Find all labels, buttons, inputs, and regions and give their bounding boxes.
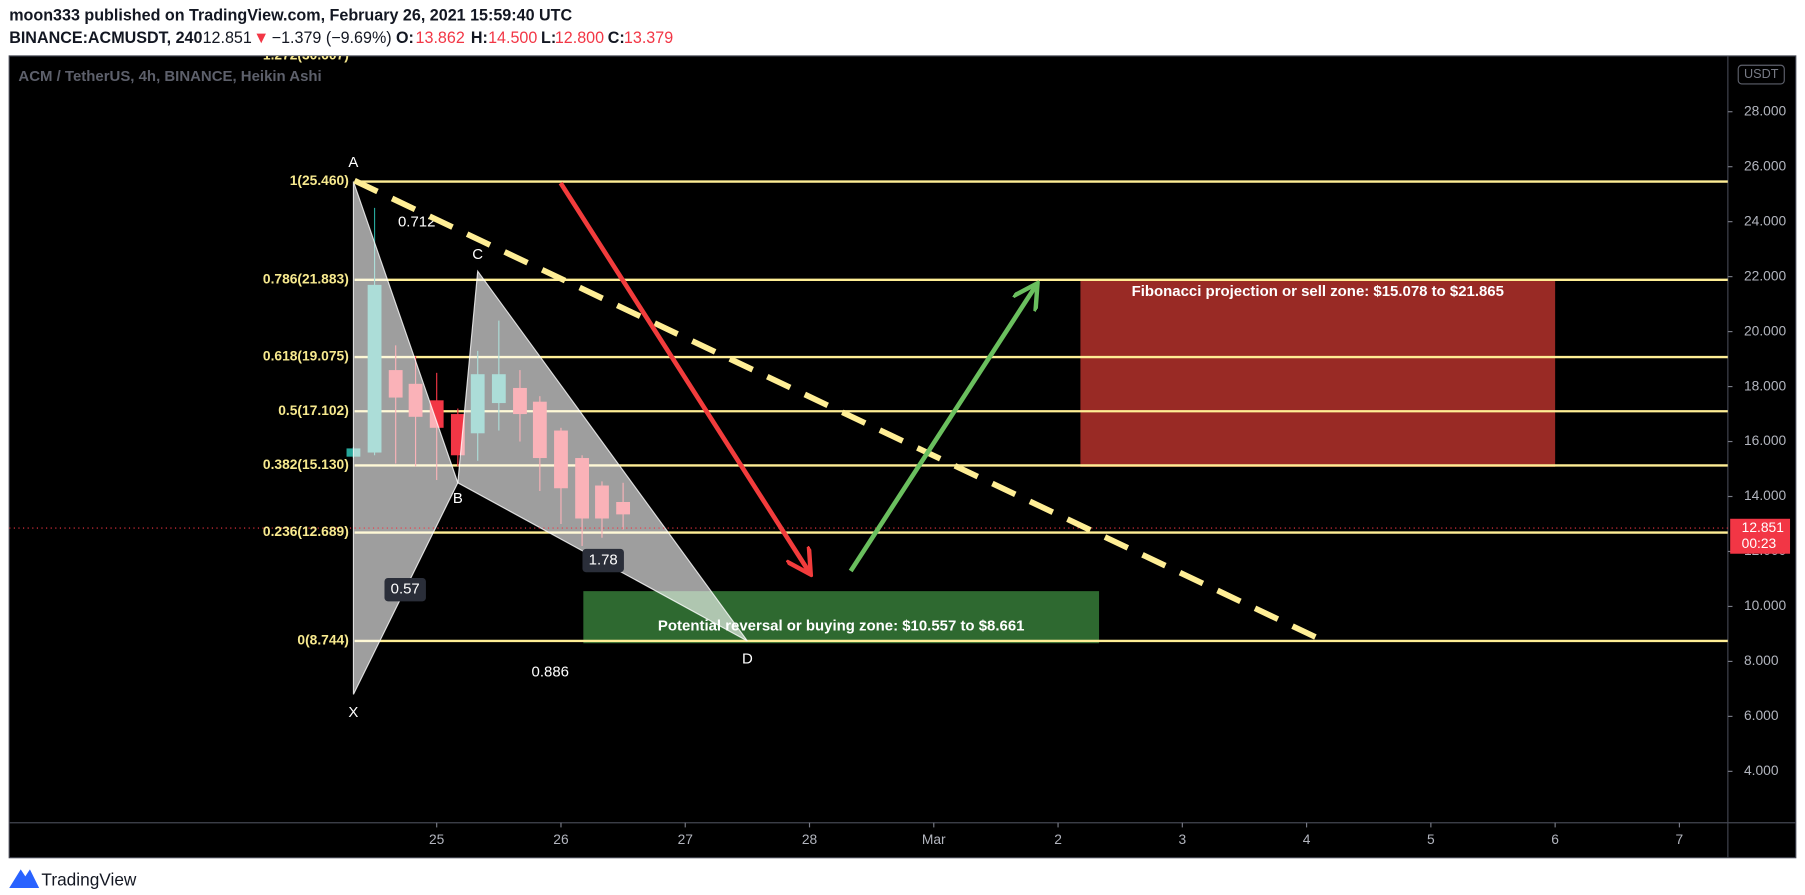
x-tick-label: 6 (1551, 831, 1559, 847)
brand: TradingView (41, 870, 136, 890)
fib-label: 0(8.744) (297, 632, 348, 648)
close-value: 13.379 (624, 29, 673, 47)
y-tick-label: 22.000 (1744, 267, 1786, 283)
zone (583, 591, 1100, 644)
fib-label: 0.236(12.689) (263, 523, 349, 539)
close-label: C: (608, 29, 625, 47)
low-label: L: (541, 29, 556, 47)
x-tick-label: 28 (802, 831, 818, 847)
open-value: 13.862 (416, 29, 465, 47)
zone (1080, 280, 1556, 467)
x-tick-label: 27 (678, 831, 694, 847)
x-tick-label: 7 (1676, 831, 1684, 847)
y-tick-label: 4.000 (1744, 762, 1779, 778)
publisher: moon333 published on TradingView.com, Fe… (9, 7, 572, 25)
axis-unit: USDT (1744, 66, 1779, 81)
pattern-point-label: B (453, 490, 463, 507)
logo-mark (9, 869, 40, 889)
fib-label: 0.786(21.883) (263, 270, 349, 286)
fib-label: 0.382(15.130) (263, 456, 349, 472)
pattern-point-label: X (348, 704, 358, 721)
chart-title: ACM / TetherUS, 4h, BINANCE, Heikin Ashi (18, 68, 321, 85)
x-tick-label: 4 (1303, 831, 1311, 847)
price-tag-countdown: 00:23 (1742, 535, 1777, 551)
x-tick-label: 2 (1054, 831, 1062, 847)
high-value: 14.500 (488, 29, 537, 47)
pattern-point-label: C (472, 246, 483, 263)
plot: Fibonacci projection or sell zone: $15.0… (9, 180, 1728, 695)
zone-label: Potential reversal or buying zone: $10.5… (658, 617, 1025, 634)
logo: TradingView (9, 869, 137, 890)
zone-label: Fibonacci projection or sell zone: $15.0… (1132, 283, 1504, 300)
x-tick-label: Mar (922, 831, 946, 847)
y-tick-label: 10.000 (1744, 597, 1786, 613)
fib-label: 1(25.460) (290, 172, 349, 188)
change-arrow: ▼ (253, 29, 269, 47)
overlay: X A B C D 0.712 0.57 1.78 0.886 (348, 154, 752, 721)
ratio-box (582, 548, 624, 573)
x-tick-label: 26 (553, 831, 569, 847)
pattern-point-label: A (348, 154, 358, 171)
symbol-line: BINANCE:ACMUSDT, 240 12.851 ▼ −1.379 (−9… (9, 29, 673, 47)
y-tick-label: 16.000 (1744, 432, 1786, 448)
ratio-box (384, 578, 426, 602)
pattern-point-label: D (742, 651, 753, 668)
y-tick-label: 18.000 (1744, 377, 1786, 393)
x-tick-label: 25 (429, 831, 445, 847)
last-price: 12.851 (203, 29, 252, 47)
ratio-label: 0.712 (398, 213, 435, 230)
trend-line (353, 177, 1326, 644)
open-label: O: (396, 29, 414, 47)
y-tick-label: 8.000 (1744, 652, 1779, 668)
drawings (353, 177, 1326, 644)
ratio-label: 1.78 (589, 551, 618, 568)
fib-label: 0.5(17.102) (278, 402, 349, 418)
fib-label: 0.618(19.075) (263, 348, 349, 364)
high-label: H: (471, 29, 488, 47)
ratio-label: 0.886 (532, 663, 569, 680)
axis-unit-box (1737, 64, 1785, 85)
fib-label: 1.272(30.607) (263, 47, 349, 63)
symbol: BINANCE:ACMUSDT, 240 (9, 29, 202, 47)
y-tick-label: 28.000 (1744, 102, 1786, 118)
price-tag-label: 12.851 (1742, 519, 1784, 535)
y-tick-label: 20.000 (1744, 322, 1786, 338)
x-tick-label: 5 (1427, 831, 1435, 847)
low-value: 12.800 (555, 29, 604, 47)
x-tick-label: 3 (1178, 831, 1186, 847)
price-tag (1730, 518, 1791, 554)
y-tick-label: 14.000 (1744, 487, 1786, 503)
ratio-label: 0.57 (391, 581, 420, 598)
y-tick-label: 26.000 (1744, 157, 1786, 173)
up-arrow (848, 286, 1036, 573)
down-arrow (558, 181, 810, 572)
y-tick-label: 24.000 (1744, 212, 1786, 228)
change: −1.379 (−9.69%) (272, 29, 392, 47)
y-tick-label: 6.000 (1744, 707, 1779, 723)
